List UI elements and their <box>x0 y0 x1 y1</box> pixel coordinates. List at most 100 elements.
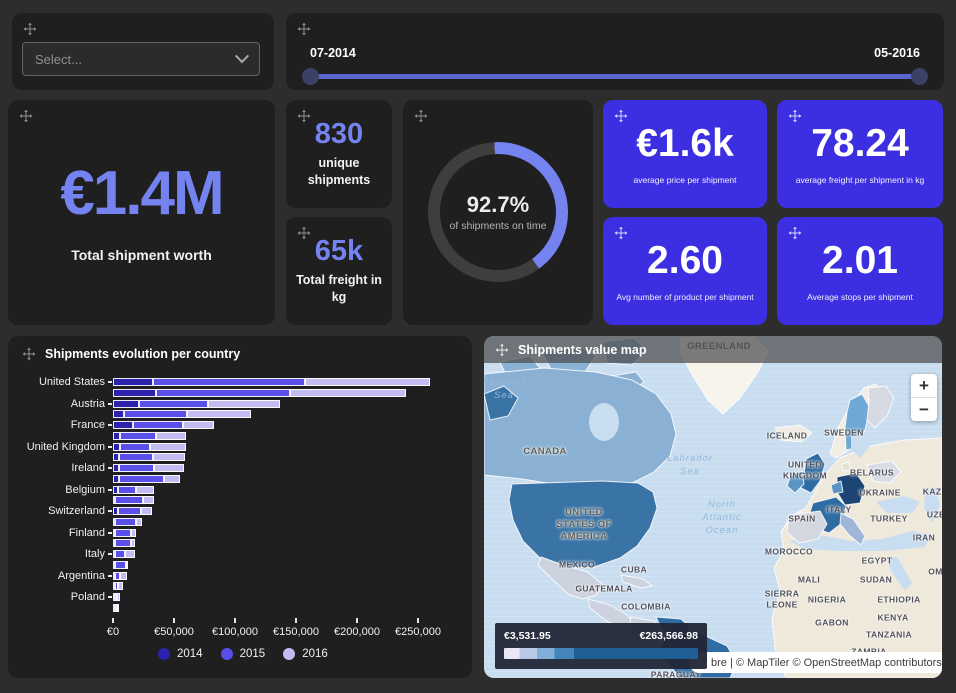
bar-row <box>113 442 187 451</box>
bar-segment-2015 <box>115 496 144 504</box>
bar-segment-2015 <box>119 453 154 461</box>
slider-track[interactable] <box>310 74 920 79</box>
map-country-label: TURKEY <box>870 513 908 524</box>
move-icon[interactable] <box>414 109 428 123</box>
bar-segment-2016 <box>118 582 123 590</box>
bar-segment-2014 <box>113 539 115 547</box>
legend-item-2014[interactable]: 2014 <box>158 648 203 660</box>
bar-segment-2014 <box>113 517 116 526</box>
bar-segment-2016 <box>136 517 143 526</box>
move-icon[interactable] <box>22 347 36 361</box>
total-worth-card: €1.4M Total shipment worth <box>8 100 275 325</box>
move-icon[interactable] <box>788 226 802 240</box>
bar-row <box>113 496 155 504</box>
category-label: United Kingdom <box>26 440 105 453</box>
bar-segment-2015 <box>115 539 131 547</box>
bar-segment-2015 <box>115 528 132 537</box>
category-tick <box>108 574 112 577</box>
category-label: France <box>70 419 105 431</box>
bar-segment-2014 <box>113 485 118 494</box>
map-zoom-control: + − <box>911 374 937 421</box>
zoom-out-button[interactable]: − <box>919 399 929 419</box>
country-select[interactable]: Select... <box>22 42 260 76</box>
move-icon[interactable] <box>614 226 628 240</box>
map-country-label: KAZAKHSTAN <box>922 486 942 497</box>
map-attribution: bre | © MapTiler © OpenStreetMap contrib… <box>689 652 942 673</box>
zoom-in-button[interactable]: + <box>919 375 929 395</box>
avg-products-card: 2.60 Avg number of product per shipment <box>603 217 767 325</box>
move-icon[interactable] <box>495 343 509 357</box>
map-country-label: MEXICO <box>559 559 595 570</box>
bar-row <box>113 399 281 408</box>
bar-segment-2016 <box>125 560 129 569</box>
move-icon[interactable] <box>614 109 628 123</box>
bar-row <box>113 421 215 429</box>
map-country-label: ICELAND <box>766 430 808 441</box>
bar-row <box>113 582 123 590</box>
bar-segment-2016 <box>208 399 281 408</box>
map-country-label: SIERRA LEONE <box>764 588 800 609</box>
map-titlebar: Shipments value map <box>484 336 942 363</box>
avg-products-label: Avg number of product per shipment <box>616 291 754 302</box>
bar-segment-2015 <box>155 388 290 397</box>
avg-price-label: average price per shipment <box>633 174 737 185</box>
bar-segment-2016 <box>131 528 137 537</box>
bar-segment-2014 <box>113 496 116 504</box>
bar-segment-2015 <box>115 560 126 569</box>
bar-segment-2014 <box>113 507 118 515</box>
category-tick <box>108 531 112 534</box>
bar-segment-2014 <box>113 442 121 451</box>
bar-row <box>113 517 143 526</box>
bar-segment-2016 <box>153 453 185 461</box>
map-country-label: NIGERIA <box>807 594 847 605</box>
map-title: Shipments value map <box>518 342 647 357</box>
bar-segment-2015 <box>115 571 120 580</box>
bar-segment-2015 <box>120 431 156 440</box>
bar-segment-2016 <box>289 388 406 397</box>
move-icon[interactable] <box>297 109 311 123</box>
legend-label: 2016 <box>302 648 328 660</box>
unique-shipments-card: 830 unique shipments <box>286 100 392 208</box>
move-icon[interactable] <box>297 22 311 36</box>
bar-segment-2014 <box>113 550 115 558</box>
bar-segment-2015 <box>117 507 142 515</box>
select-placeholder: Select... <box>35 51 82 67</box>
slider-handle-start[interactable] <box>302 68 319 85</box>
move-icon[interactable] <box>788 109 802 123</box>
legend-item-2015[interactable]: 2015 <box>220 648 265 660</box>
avg-freight-value: 78.24 <box>811 121 909 165</box>
category-tick <box>108 424 112 426</box>
slider-handle-end[interactable] <box>911 68 928 85</box>
on-time-value: 92.7% <box>466 192 530 217</box>
x-axis-label: €0 <box>106 626 120 638</box>
x-axis-tick <box>417 618 419 623</box>
map-country-label: SWEDEN <box>824 427 864 438</box>
bar-segment-2015 <box>115 593 118 601</box>
total-worth-label: Total shipment worth <box>71 246 212 263</box>
bar-segment-2014 <box>113 571 115 580</box>
category-tick <box>108 553 112 555</box>
bar-segment-2016 <box>119 571 128 580</box>
move-icon[interactable] <box>297 226 311 240</box>
shipments-value-map-card[interactable]: Shipments value map GREENLANDCANADAICELA… <box>484 336 942 678</box>
move-icon[interactable] <box>23 22 37 36</box>
avg-freight-card: 78.24 average freight per shipment in kg <box>777 100 943 208</box>
map-country-label: PARAGUAY <box>650 669 702 678</box>
bar-row <box>113 507 153 515</box>
legend-item-2016[interactable]: 2016 <box>283 648 328 660</box>
chart-title: Shipments evolution per country <box>45 347 241 361</box>
total-worth-value: €1.4M <box>60 158 224 228</box>
move-icon[interactable] <box>19 109 33 123</box>
x-axis-label: €150,000 <box>273 626 319 638</box>
bar-segment-2014 <box>113 453 120 461</box>
total-freight-card: 65k Total freight in kg <box>286 217 392 325</box>
bar-row <box>113 539 135 547</box>
bar-segment-2016 <box>154 464 184 472</box>
map-country-label: MALI <box>797 574 821 585</box>
bar-row <box>113 571 128 580</box>
avg-stops-card: 2.01 Average stops per shipment <box>777 217 943 325</box>
bar-segment-2015 <box>115 517 137 526</box>
category-label: Poland <box>70 591 105 603</box>
avg-price-value: €1.6k <box>636 121 734 165</box>
category-label: Ireland <box>71 462 105 474</box>
